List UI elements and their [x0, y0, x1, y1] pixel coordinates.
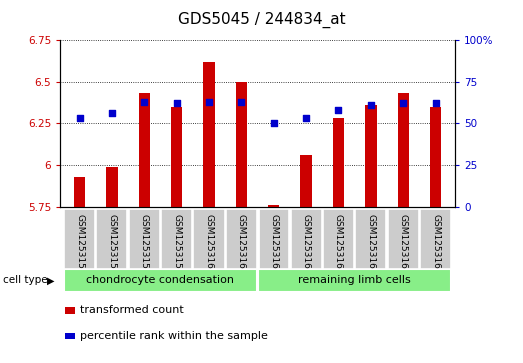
Point [173, 101, 181, 106]
Bar [397, 93, 409, 207]
Text: GSM1253163: GSM1253163 [302, 213, 311, 274]
Bar [300, 155, 312, 207]
Bar [365, 105, 377, 207]
Text: GSM1253157: GSM1253157 [107, 213, 117, 274]
Text: GSM1253159: GSM1253159 [172, 213, 181, 274]
Bar [203, 62, 215, 207]
Text: GSM1253160: GSM1253160 [204, 213, 213, 274]
Point [269, 121, 278, 126]
Bar [323, 209, 354, 269]
Bar [258, 209, 289, 269]
Text: GSM1253165: GSM1253165 [366, 213, 376, 274]
Bar [96, 209, 128, 269]
Bar [333, 118, 344, 207]
Bar [194, 209, 224, 269]
Text: transformed count: transformed count [80, 305, 184, 315]
Point [431, 101, 440, 106]
Bar [161, 209, 192, 269]
Text: GSM1253158: GSM1253158 [140, 213, 149, 274]
Bar [106, 167, 118, 207]
Bar [64, 269, 257, 292]
Bar [355, 209, 386, 269]
Point [140, 99, 149, 105]
Text: GSM1253161: GSM1253161 [237, 213, 246, 274]
Bar [64, 209, 95, 269]
Point [302, 115, 310, 121]
Text: GSM1253164: GSM1253164 [334, 213, 343, 274]
Bar [139, 93, 150, 207]
Bar [226, 209, 257, 269]
Bar [420, 209, 451, 269]
Bar [236, 82, 247, 207]
Bar [171, 107, 183, 207]
Bar [258, 269, 451, 292]
Text: GSM1253166: GSM1253166 [399, 213, 408, 274]
Text: cell type: cell type [3, 276, 47, 285]
Text: percentile rank within the sample: percentile rank within the sample [80, 331, 268, 341]
Bar [291, 209, 322, 269]
Text: GSM1253162: GSM1253162 [269, 213, 278, 274]
Point [205, 99, 213, 105]
Point [75, 115, 84, 121]
Text: ▶: ▶ [48, 276, 55, 285]
Point [237, 99, 246, 105]
Point [108, 110, 116, 116]
Point [334, 107, 343, 113]
Bar [388, 209, 419, 269]
Point [399, 101, 407, 106]
Bar [268, 205, 279, 207]
Bar [129, 209, 160, 269]
Text: GDS5045 / 244834_at: GDS5045 / 244834_at [178, 12, 345, 28]
Bar [74, 177, 85, 207]
Text: chondrocyte condensation: chondrocyte condensation [86, 276, 234, 285]
Point [367, 102, 375, 108]
Text: GSM1253167: GSM1253167 [431, 213, 440, 274]
Text: GSM1253156: GSM1253156 [75, 213, 84, 274]
Bar [430, 107, 441, 207]
Text: remaining limb cells: remaining limb cells [298, 276, 411, 285]
